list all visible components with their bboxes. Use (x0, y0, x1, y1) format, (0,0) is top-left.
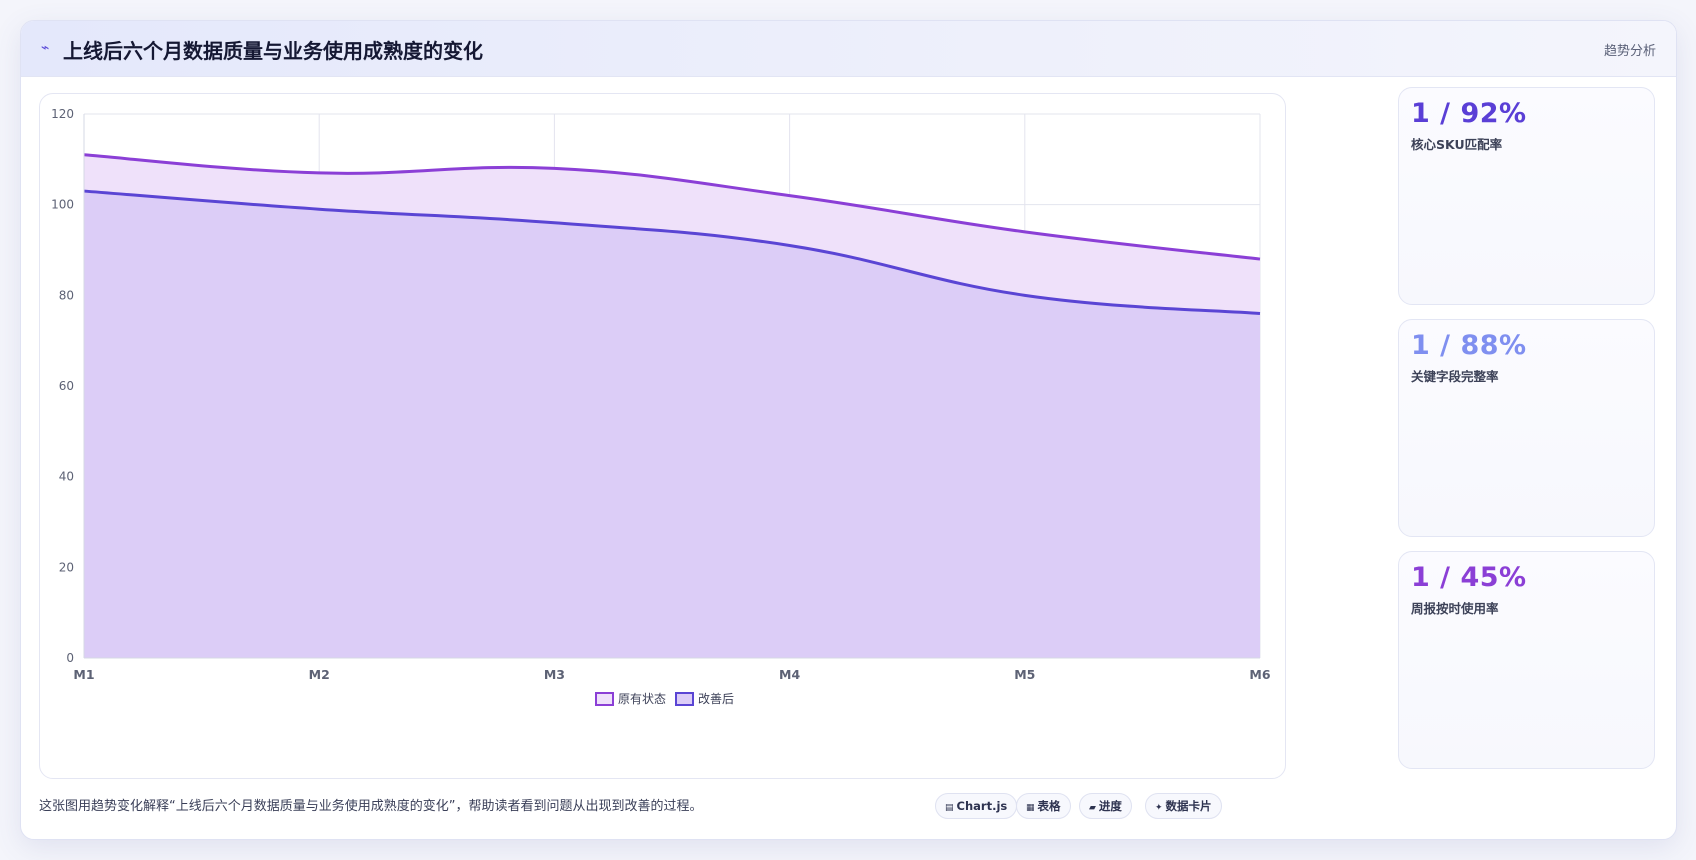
pill-table[interactable]: ▦ 表格 (1016, 793, 1071, 819)
area-chart: 0 20 40 60 80 100 120 M1 M2 M3 M4 M5 M6 原有状态 改善后 (51, 107, 1271, 706)
pill-label: 进度 (1098, 799, 1122, 813)
y-tick-label: 40 (59, 470, 74, 484)
chart-icon: ▤ (945, 803, 954, 813)
pill-progress[interactable]: ▰ 进度 (1079, 793, 1132, 819)
pill-chartjs[interactable]: ▤ Chart.js (935, 793, 1018, 819)
table-icon: ▦ (1026, 803, 1035, 813)
pill-label: 数据卡片 (1165, 799, 1212, 813)
sparkle-icon: ✦ (1155, 803, 1163, 813)
x-tick-label: M2 (309, 667, 330, 682)
series-area-1 (84, 191, 1260, 659)
pill-label: Chart.js (956, 799, 1008, 813)
page-title: 上线后六个月数据质量与业务使用成熟度的变化 (63, 39, 483, 63)
legend-label: 改善后 (698, 691, 734, 706)
series-line-1 (83, 189, 1261, 315)
pill-data-cards[interactable]: ✦ 数据卡片 (1145, 793, 1222, 819)
kpi-value: 1 / 45% (1411, 562, 1527, 593)
y-tick-label: 60 (59, 379, 74, 393)
dashboard-card: ⌁ 上线后六个月数据质量与业务使用成熟度的变化 趋势分析 0 20 40 60 80 10… (20, 20, 1677, 840)
kpi-value: 1 / 92% (1411, 98, 1527, 129)
kpi-value: 1 / 88% (1411, 330, 1527, 361)
legend-label: 原有状态 (618, 692, 666, 706)
trend-line-icon: ⌁ (41, 40, 50, 56)
y-tick-label: 120 (51, 107, 74, 121)
card-header: ⌁ 上线后六个月数据质量与业务使用成熟度的变化 趋势分析 (21, 21, 1676, 77)
legend-swatch (595, 692, 614, 706)
progress-icon: ▰ (1089, 803, 1096, 813)
kpi-label: 核心SKU匹配率 (1411, 137, 1503, 152)
x-tick-label: M6 (1249, 667, 1270, 682)
chart-caption: 这张图用趋势变化解释“上线后六个月数据质量与业务使用成熟度的变化”，帮助读者看到… (39, 799, 703, 814)
kpi-card-weekly-usage: 1 / 45% 周报按时使用率 (1398, 551, 1655, 769)
y-tick-label: 0 (66, 651, 74, 665)
x-tick-label: M5 (1014, 667, 1035, 682)
kpi-card-field-completeness: 1 / 88% 关键字段完整率 (1398, 319, 1655, 537)
x-tick-label: M3 (544, 667, 565, 682)
y-tick-label: 100 (51, 198, 74, 212)
legend-swatch (675, 692, 694, 706)
series-line-0 (83, 153, 1261, 261)
pill-label: 表格 (1037, 799, 1061, 813)
trend-analysis-tag: 趋势分析 (1603, 44, 1656, 59)
kpi-label: 周报按时使用率 (1411, 601, 1499, 616)
kpi-label: 关键字段完整率 (1411, 369, 1499, 384)
x-tick-label: M4 (779, 667, 800, 682)
kpi-card-sku-match: 1 / 92% 核心SKU匹配率 (1398, 87, 1655, 305)
y-tick-label: 80 (59, 288, 74, 302)
chart-panel: 0 20 40 60 80 100 120 M1 M2 M3 M4 M5 M6 原有状态 改善后 (39, 93, 1286, 779)
x-tick-label: M1 (73, 667, 94, 682)
y-tick-label: 20 (59, 560, 74, 574)
